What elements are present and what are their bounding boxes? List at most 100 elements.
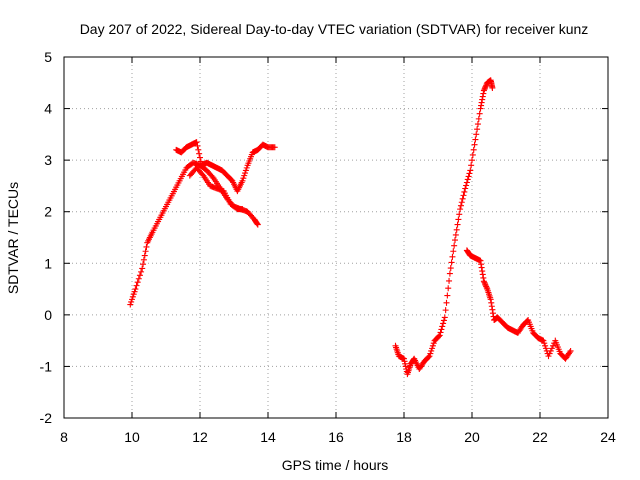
data-point-trail: [242, 167, 249, 174]
data-point: [545, 353, 552, 360]
data-point: [462, 185, 469, 192]
data-point: [472, 136, 479, 143]
data-point-trail: [135, 275, 142, 282]
data-point-trail: [449, 253, 456, 260]
data-point-trail: [481, 86, 488, 93]
data-point: [567, 347, 574, 354]
data-point-trail: [451, 242, 458, 249]
data-point-trail: [428, 347, 435, 354]
data-point: [271, 144, 278, 151]
data-point-trail: [479, 271, 486, 278]
data-point-trail: [130, 291, 137, 298]
data-point-trail: [483, 82, 490, 89]
chart-title: Day 207 of 2022, Sidereal Day-to-day VTE…: [80, 21, 589, 37]
data-point-trail: [482, 83, 489, 90]
data-point-trail: [440, 317, 447, 324]
data-point-trail: [141, 252, 148, 259]
data-point-trail: [478, 99, 485, 106]
data-point-trail: [483, 283, 490, 290]
data-point-trail: [452, 231, 459, 238]
data-point-trail: [475, 115, 482, 122]
data-point-trail: [478, 261, 485, 268]
data-point-trail: [401, 358, 408, 365]
data-point-trail: [445, 285, 452, 292]
data-point-trail: [489, 310, 496, 317]
data-point-trail: [129, 293, 136, 300]
data-point-trail: [489, 306, 496, 313]
data-point-trail: [243, 164, 250, 171]
data-point: [457, 206, 464, 213]
data-point-trail: [254, 220, 261, 227]
data-point-trail: [479, 93, 486, 100]
data-point-trail: [429, 345, 436, 352]
data-point-trail: [199, 171, 206, 178]
data-point-trail: [133, 282, 140, 289]
data-point-trail: [138, 268, 145, 275]
y-tick-label: 2: [44, 204, 52, 220]
y-tick-label: 4: [44, 101, 52, 117]
data-point: [132, 286, 139, 293]
data-point-trail: [468, 162, 475, 169]
data-point: [467, 167, 474, 174]
data-point-trail: [542, 345, 549, 352]
data-point-trail: [483, 284, 490, 291]
data-point-trail: [469, 157, 475, 164]
series-trace-e: [463, 247, 574, 362]
series-trace-c: [186, 164, 246, 213]
data-point-trail: [546, 350, 553, 357]
x-tick-label: 20: [464, 429, 480, 445]
data-point-trail: [464, 176, 471, 183]
y-tick-label: 5: [44, 49, 52, 65]
data-point-trail: [143, 243, 150, 250]
data-point: [446, 270, 453, 277]
data-point-trail: [456, 211, 463, 218]
data-point: [239, 177, 246, 184]
data-point-trail: [425, 353, 432, 360]
data-point-trail: [140, 256, 147, 263]
data-point-trail: [461, 188, 468, 195]
data-point-trail: [454, 221, 461, 228]
data-point-trail: [446, 277, 453, 284]
data-point-trail: [474, 126, 481, 133]
data-point-trail: [142, 248, 149, 255]
data-point-trail: [550, 342, 557, 349]
data-point-trail: [429, 342, 436, 349]
data-point-trail: [460, 192, 467, 199]
data-point-trail: [197, 154, 203, 161]
data-point-trail: [194, 142, 201, 149]
data-point-trail: [134, 279, 141, 286]
data-point-trail: [478, 264, 485, 271]
grid: [64, 57, 608, 418]
data-point-trail: [482, 84, 489, 91]
data-point-trail: [481, 279, 488, 286]
data-point-trail: [131, 288, 138, 295]
data-point-trail: [448, 259, 455, 266]
data-point-trail: [129, 296, 135, 303]
y-tick-label: -2: [40, 410, 53, 426]
data-point-trail: [440, 320, 447, 327]
data-point-trail: [474, 121, 481, 128]
data-point-trail: [241, 172, 248, 179]
data-point-trail: [457, 202, 464, 209]
data-point: [139, 265, 146, 272]
x-tick-label: 12: [192, 429, 208, 445]
data-point-trail: [469, 151, 476, 158]
data-point: [193, 139, 200, 146]
x-tick-label: 18: [396, 429, 412, 445]
data-point-trail: [480, 274, 487, 281]
data-point-trail: [242, 170, 249, 177]
y-tick-label: -1: [40, 358, 53, 374]
data-point-trail: [444, 292, 451, 299]
data-point: [480, 278, 487, 285]
data-series: [127, 77, 574, 378]
data-point-trail: [542, 342, 549, 349]
x-tick-label: 14: [260, 429, 276, 445]
data-point: [477, 105, 484, 112]
data-point-trail: [442, 307, 449, 314]
data-point: [480, 87, 487, 94]
data-point-trail: [447, 265, 454, 272]
data-point-trail: [402, 363, 409, 370]
data-point-trail: [195, 146, 202, 153]
y-tick-label: 3: [44, 152, 52, 168]
